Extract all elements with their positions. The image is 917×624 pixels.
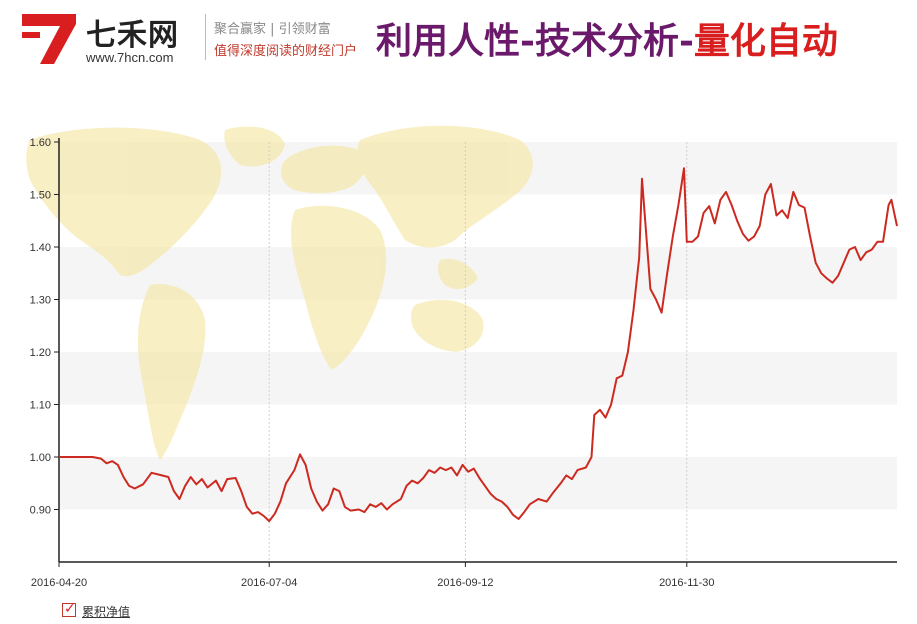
x-tick-label: 2016-09-12: [437, 577, 493, 589]
legend-checkbox[interactable]: ✓: [62, 601, 76, 617]
headline: 利用人性-技术分析-量化自动: [376, 12, 838, 64]
y-tick-label: 1.20: [30, 347, 51, 359]
headline-part-2: 量化自动: [693, 20, 838, 62]
map-greenland: [224, 126, 285, 167]
world-map-watermark: [26, 125, 533, 460]
headline-part-1: 利用人性-技术分析-: [376, 20, 694, 62]
map-southeast-asia: [437, 258, 478, 290]
logo-divider: [205, 14, 206, 60]
net-value-chart: 0.90 1.00 1.10 1.20 1.30 1.40 1.50 1.60 2016-04…: [26, 125, 898, 589]
y-axis-ticks: 0.90 1.00 1.10 1.20 1.30 1.40 1.50 1.60: [30, 137, 59, 517]
map-australia: [411, 299, 484, 352]
logo-url: www.7hcn.com: [86, 50, 174, 65]
check-icon: ✓: [64, 601, 76, 617]
series-line-cumulative-nav: [59, 167, 898, 523]
map-europe: [280, 145, 367, 194]
y-tick-label: 1.10: [30, 400, 51, 412]
x-tick-label: 2016-07-04: [241, 577, 297, 589]
y-tick-label: 1.60: [30, 137, 51, 149]
slogan-line-1: 聚合赢家 | 引领财富: [214, 22, 331, 37]
page-header: 七禾网 www.7hcn.com 聚合赢家 | 引领财富 值得深度阅读的财经门户…: [0, 0, 917, 80]
x-tick-label: 2016-04-20: [31, 577, 87, 589]
x-tick-label: 2016-11-30: [659, 577, 714, 589]
map-south-america: [137, 284, 206, 460]
logo-name: 七禾网: [86, 18, 179, 53]
legend-label[interactable]: 累积净值: [82, 605, 131, 619]
grid-band: [59, 247, 897, 300]
y-tick-label: 0.90: [30, 505, 51, 517]
slogan-line-2: 值得深度阅读的财经门户: [214, 44, 358, 59]
grid-band: [59, 457, 897, 510]
y-tick-label: 1.30: [30, 295, 51, 307]
y-tick-label: 1.40: [30, 242, 51, 254]
y-tick-label: 1.50: [30, 190, 51, 202]
map-north-america: [26, 127, 222, 277]
map-africa: [291, 205, 387, 370]
map-asia: [357, 125, 533, 248]
logo-seven-icon: [22, 14, 76, 64]
y-tick-label: 1.00: [30, 452, 51, 464]
x-axis-ticks: 2016-04-20 2016-07-04 2016-09-12 2016-11-30: [31, 562, 715, 589]
